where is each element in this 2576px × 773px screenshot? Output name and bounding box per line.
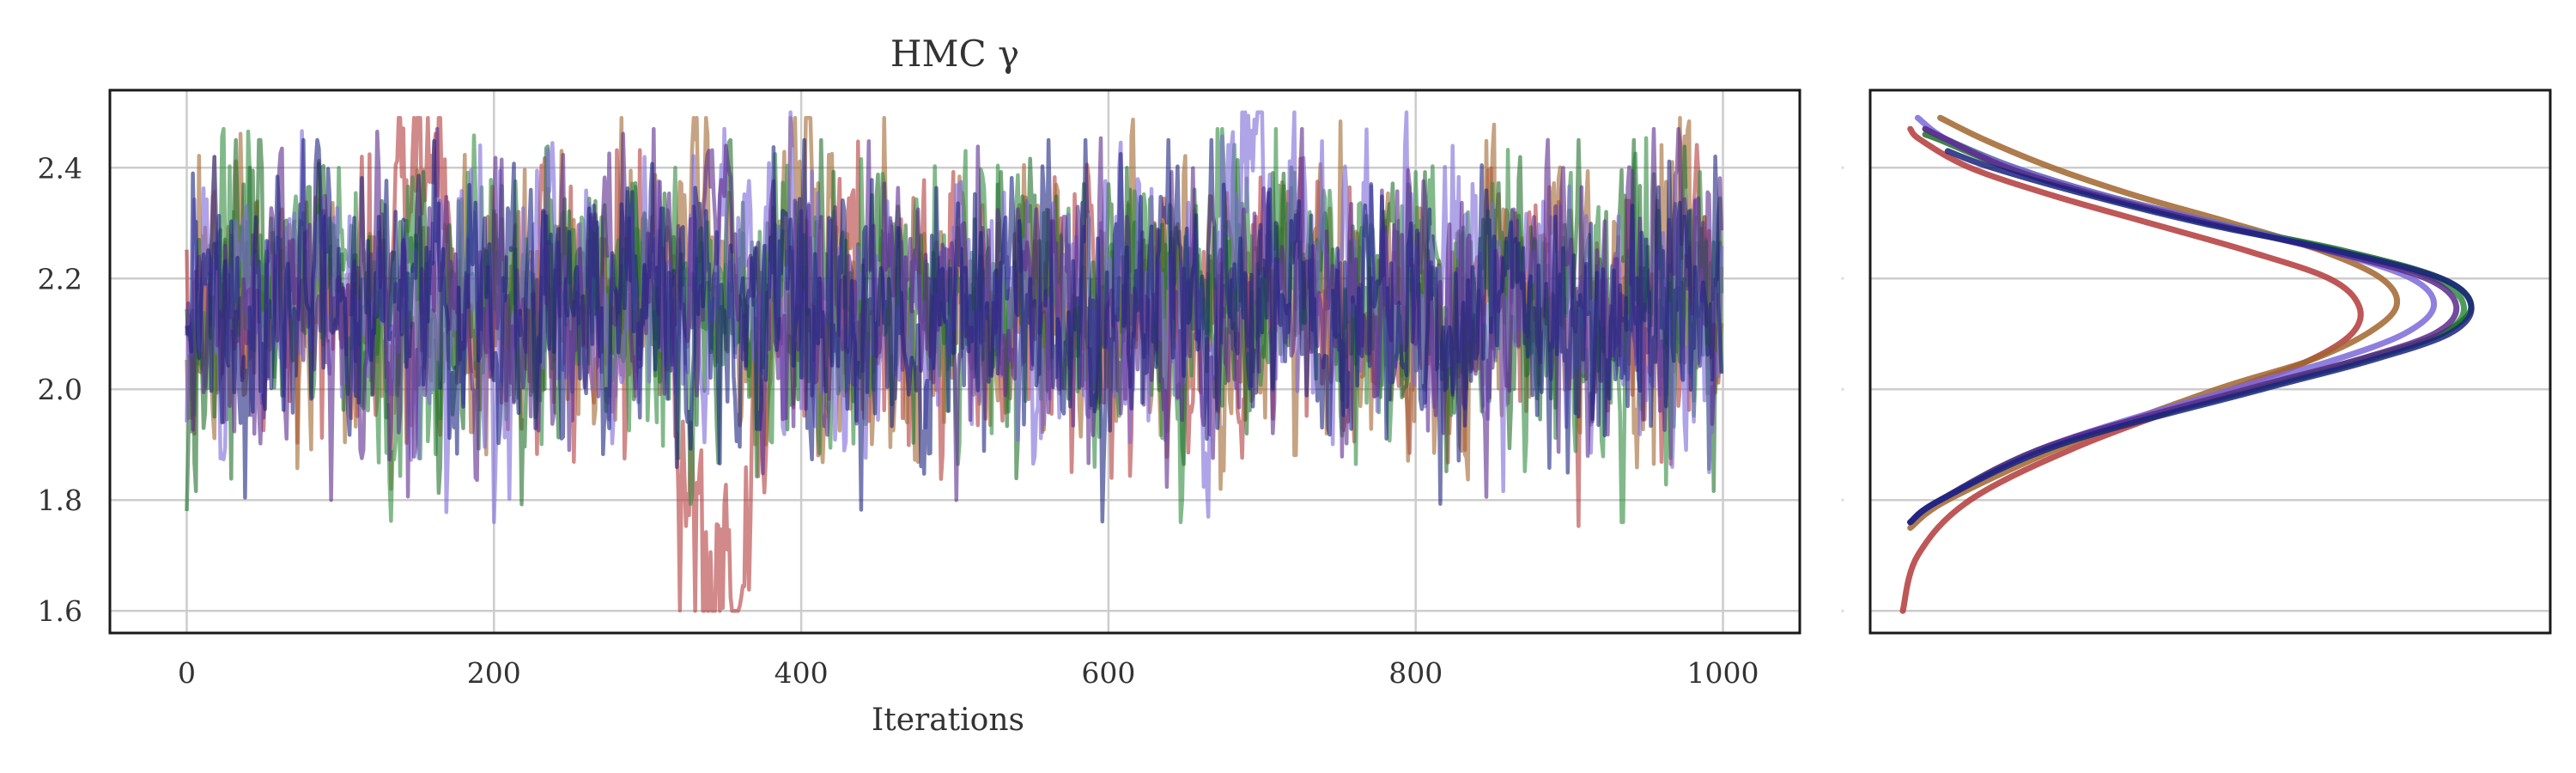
density-curves — [1899, 114, 2475, 614]
y-tick-label: 2.0 — [38, 373, 82, 406]
x-tick-label: 200 — [467, 656, 521, 690]
trace-plot-panel: 0 200 400 600 800 1000 1.6 1.8 2.0 2.2 2.4 HMC γ I… — [38, 33, 1801, 738]
density-curve — [1899, 125, 2364, 614]
density-plot-panel — [1841, 88, 2552, 635]
density-y-tick-marker — [1841, 387, 1844, 391]
chart-title: HMC γ — [890, 33, 1019, 75]
x-tick-label: 0 — [178, 656, 196, 690]
x-tick-label: 800 — [1388, 656, 1443, 690]
trace-series-line — [185, 137, 1724, 524]
y-tick-label: 2.2 — [38, 262, 82, 295]
trace-plot-frame — [108, 88, 1801, 635]
density-y-tick-marker — [1841, 498, 1844, 502]
density-curve — [1907, 148, 2475, 526]
density-y-tick-marker — [1841, 609, 1844, 612]
trace-ticks: 0 200 400 600 800 1000 1.6 1.8 2.0 2.2 2.4 — [38, 151, 1759, 690]
x-tick-label: 600 — [1081, 656, 1135, 690]
y-tick-label: 1.6 — [38, 594, 82, 628]
x-tick-label: 1000 — [1687, 656, 1759, 690]
trace-lines — [185, 110, 1724, 613]
density-plot-frame — [1868, 88, 2552, 635]
x-tick-label: 400 — [775, 656, 829, 690]
density-y-tick-marker — [1841, 277, 1844, 280]
y-tick-label: 2.4 — [38, 151, 82, 185]
density-y-tick-marker — [1841, 166, 1844, 169]
y-tick-label: 1.8 — [38, 484, 82, 517]
x-axis-label: Iterations — [872, 703, 1024, 738]
